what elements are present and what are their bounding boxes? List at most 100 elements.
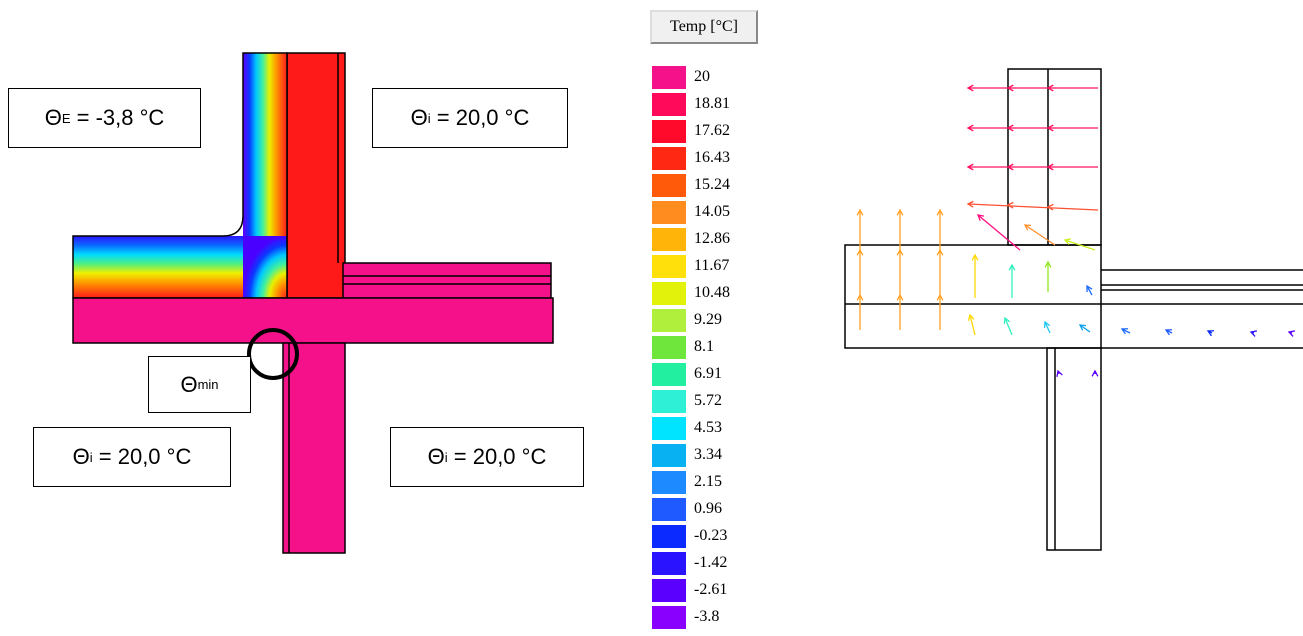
legend-label: 11.67	[694, 257, 730, 274]
legend-label: 2.15	[694, 473, 722, 490]
legend-swatch	[652, 120, 686, 143]
flux-arrow	[966, 163, 1098, 171]
legend-entry: 8.1	[652, 334, 762, 361]
legend-swatch	[652, 66, 686, 89]
insulation-corner	[243, 236, 287, 298]
insulation-horizontal	[73, 236, 243, 298]
legend-swatch	[652, 471, 686, 494]
legend-swatch	[652, 552, 686, 575]
floor-layers	[342, 262, 552, 299]
subscript: i	[89, 449, 93, 465]
legend-entry: 14.05	[652, 199, 762, 226]
vector-section	[844, 68, 1303, 551]
legend-entry: 12.86	[652, 226, 762, 253]
legend-swatch	[652, 228, 686, 251]
legend-swatch	[652, 309, 686, 332]
legend-swatch	[652, 606, 686, 629]
flux-arrow	[1063, 238, 1096, 251]
legend-label: 3.34	[694, 446, 722, 463]
legend-swatch	[652, 525, 686, 548]
legend-entry: 2.15	[652, 469, 762, 496]
slab	[844, 244, 1102, 349]
symbol: Θ	[427, 444, 445, 469]
legend-label: 9.29	[694, 311, 722, 328]
legend-label: 0.96	[694, 500, 722, 517]
flux-arrow	[966, 200, 1099, 211]
legend-entry: 9.29	[652, 307, 762, 334]
flux-arrow	[1008, 263, 1016, 298]
legend-label: 5.72	[694, 392, 722, 409]
legend-swatch	[652, 282, 686, 305]
legend-swatch	[652, 93, 686, 116]
legend-label: -1.42	[694, 554, 728, 571]
legend-entry: -3.8	[652, 604, 762, 631]
legend-entry: -2.61	[652, 577, 762, 604]
subscript: E	[61, 110, 71, 126]
legend-entry: 11.67	[652, 253, 762, 280]
legend-entry: 6.91	[652, 361, 762, 388]
flux-arrow	[1078, 324, 1091, 333]
legend-entry: 3.34	[652, 442, 762, 469]
legend-label: 20	[694, 68, 710, 85]
legend-entry: 10.48	[652, 280, 762, 307]
text: = 20,0 °C	[430, 105, 530, 130]
flux-arrow	[1056, 369, 1063, 378]
legend-entry: 15.24	[652, 172, 762, 199]
legend-label: 12.86	[694, 230, 730, 247]
legend-label: 15.24	[694, 176, 730, 193]
legend-entry: 20	[652, 64, 762, 91]
flux-arrow	[1091, 369, 1099, 377]
min-marker	[247, 328, 299, 380]
flux-arrow	[971, 253, 979, 298]
flux-arrow	[896, 208, 904, 330]
flux-arrow	[936, 208, 944, 330]
symbol: Θ	[180, 371, 198, 397]
legend-swatch	[652, 147, 686, 170]
legend-swatch	[652, 390, 686, 413]
text: = 20,0 °C	[92, 444, 192, 469]
wall-upper	[286, 52, 346, 299]
flux-arrow	[1287, 330, 1296, 337]
flux-arrow	[1044, 260, 1052, 292]
legend-entry: -0.23	[652, 523, 762, 550]
legend-label: -0.23	[694, 527, 728, 544]
legend-swatch	[652, 201, 686, 224]
legend-label: 17.62	[694, 122, 730, 139]
legend-entry: 0.96	[652, 496, 762, 523]
legend-swatch	[652, 363, 686, 386]
legend-swatch	[652, 498, 686, 521]
flux-arrow	[856, 208, 864, 330]
flux-arrow	[1249, 330, 1258, 337]
legend-entry: 16.43	[652, 145, 762, 172]
legend-entry: 4.53	[652, 415, 762, 442]
symbol: Θ	[44, 105, 62, 130]
flux-arrow	[976, 214, 1021, 251]
legend-label: 10.48	[694, 284, 730, 301]
legend-label: 8.1	[694, 338, 714, 355]
legend-label: 4.53	[694, 419, 722, 436]
legend-swatch	[652, 255, 686, 278]
subscript: min	[197, 377, 219, 392]
legend-swatch	[652, 579, 686, 602]
flux-arrow	[1043, 320, 1051, 334]
legend: Temp [°C] 20 18.81 17.62 16.43 15.24 14.05 12.…	[648, 8, 764, 636]
flux-arrow	[1086, 284, 1093, 296]
text: = -3,8 °C	[70, 105, 165, 130]
legend-swatch	[652, 444, 686, 467]
flux-arrow	[1120, 328, 1131, 335]
flux-arrow	[1003, 316, 1013, 336]
flux-arrow	[1206, 330, 1215, 337]
flux-arrow	[1023, 224, 1056, 246]
subscript: i	[444, 449, 448, 465]
legend-entry: 17.62	[652, 118, 762, 145]
wall-lower	[282, 342, 346, 554]
flux-arrow	[967, 313, 976, 336]
legend-swatch	[652, 417, 686, 440]
legend-label: 6.91	[694, 365, 722, 382]
legend-label: 14.05	[694, 203, 730, 220]
